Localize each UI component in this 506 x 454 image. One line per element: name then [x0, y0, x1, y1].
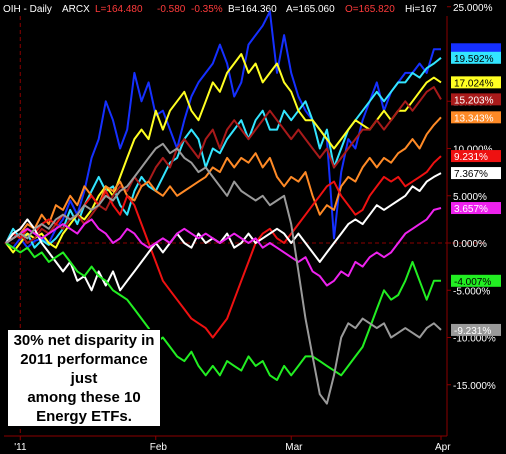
axes	[4, 16, 487, 437]
end-label: -9.231%	[454, 326, 491, 337]
y-tick-label: -15.000%	[453, 381, 496, 392]
header-ask: A=165.060	[286, 4, 335, 15]
end-label-swatch	[451, 150, 501, 163]
series-line	[5, 207, 442, 287]
x-tick-label: Mar	[285, 442, 303, 453]
y-tick-label: 0.000%	[453, 239, 487, 250]
end-label: 9.231%	[454, 152, 488, 163]
header-symbol: OIH - Daily	[3, 4, 52, 15]
header: OIH - Daily ARCX L=164.480 -0.580 -0.35%…	[3, 4, 437, 15]
end-label: 3.657%	[454, 204, 488, 215]
x-axis-ticks: '11 Feb Mar Apr	[14, 436, 451, 453]
series-line	[5, 142, 442, 405]
header-exchange: ARCX	[62, 4, 90, 15]
end-label-swatch	[451, 93, 501, 106]
y-tick-label: 5.000%	[453, 192, 487, 203]
annotation-box: 30% net disparity in 2011 performance ju…	[7, 329, 161, 427]
series-line	[5, 86, 442, 244]
header-bid: B=164.360	[228, 4, 277, 15]
series-line	[5, 116, 442, 244]
end-label: 19.592%	[454, 54, 494, 65]
series-line	[5, 57, 442, 249]
end-label-swatch	[451, 274, 501, 287]
end-label-swatch	[451, 76, 501, 89]
end-label-swatch	[451, 323, 501, 336]
series-end-labels: 19.592% 17.024% 15.203% 13.343% 9.231% 7.367%…	[451, 43, 501, 337]
header-high: Hi=167	[405, 4, 437, 15]
y-tick-label: 25.000%	[453, 3, 493, 14]
end-label: 17.024%	[454, 78, 494, 89]
end-label: -4.007%	[454, 277, 491, 288]
x-tick-label: '11	[14, 442, 27, 453]
y-tick-label: -10.000%	[453, 334, 496, 345]
end-label-swatch	[451, 202, 501, 215]
end-label: 15.203%	[454, 95, 494, 106]
end-label-swatch	[451, 167, 501, 180]
header-last: L=164.480	[95, 4, 143, 15]
x-tick-label: Apr	[435, 442, 451, 453]
end-label: 7.367%	[454, 169, 488, 180]
header-change: -0.580	[157, 4, 186, 15]
x-tick-label: Feb	[150, 442, 168, 453]
end-label: 13.343%	[454, 113, 494, 124]
end-label-swatch	[451, 51, 501, 64]
header-open: O=165.820	[345, 4, 395, 15]
series-lines	[5, 10, 442, 405]
series-line	[5, 172, 442, 292]
y-tick-label: 10.000%	[453, 145, 493, 156]
y-tick-label: -5.000%	[453, 286, 490, 297]
end-label-swatch	[451, 111, 501, 124]
series-line	[5, 242, 441, 381]
header-change-pct: -0.35%	[191, 4, 223, 15]
